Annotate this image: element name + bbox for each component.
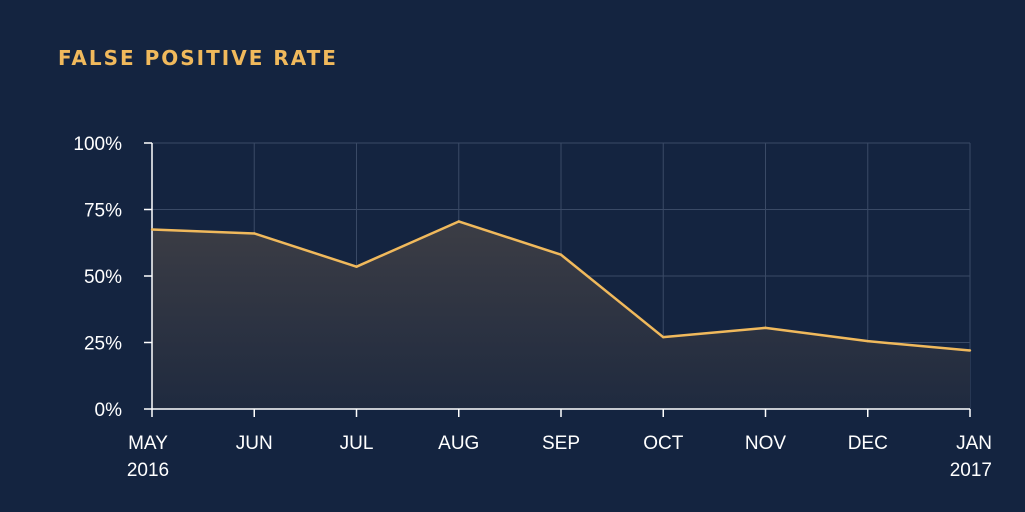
x-tick-label: AUG [438, 433, 479, 454]
series-area [152, 221, 970, 409]
x-tick-label: NOV [745, 433, 787, 454]
data-point [662, 335, 665, 339]
y-tick-label: 25% [84, 334, 122, 355]
x-tick-label: JUL [340, 433, 374, 454]
x-tick-label: OCT [643, 433, 684, 454]
data-point [866, 339, 869, 343]
y-tick-label: 0% [95, 400, 123, 421]
x-tick-label: JAN 2017 [950, 433, 992, 481]
data-point [457, 220, 460, 223]
y-tick-label: 75% [84, 201, 122, 222]
chart-title: FALSE POSITIVE RATE [58, 46, 338, 70]
y-tick-label: 100% [73, 134, 122, 155]
x-tick-label: MAY 2016 [127, 433, 169, 481]
data-point [968, 349, 972, 352]
x-tick-label: DEC [848, 433, 888, 454]
y-tick-label: 50% [84, 267, 122, 288]
data-point [150, 228, 154, 231]
data-point [764, 326, 767, 330]
data-point [355, 265, 358, 268]
data-point [559, 253, 563, 256]
x-tick-label: SEP [542, 433, 580, 454]
data-point [253, 232, 256, 235]
x-tick-label: JUN [236, 433, 273, 454]
